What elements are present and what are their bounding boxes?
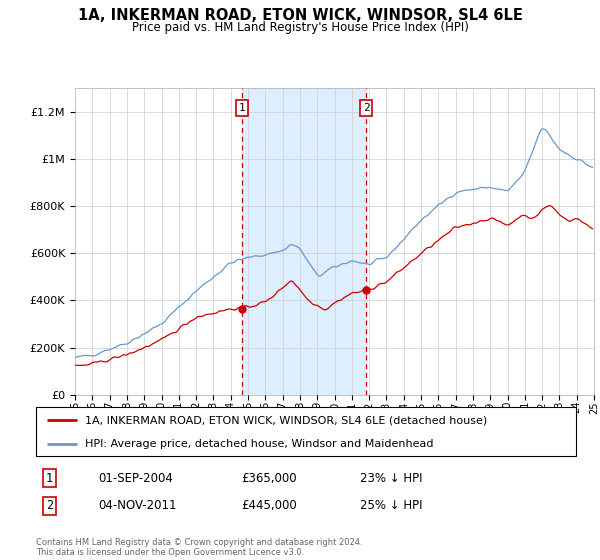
Text: £365,000: £365,000 (241, 472, 297, 485)
Text: 1A, INKERMAN ROAD, ETON WICK, WINDSOR, SL4 6LE: 1A, INKERMAN ROAD, ETON WICK, WINDSOR, S… (77, 8, 523, 24)
Text: 2: 2 (363, 103, 370, 113)
Text: 1: 1 (239, 103, 245, 113)
FancyBboxPatch shape (36, 407, 576, 456)
Text: HPI: Average price, detached house, Windsor and Maidenhead: HPI: Average price, detached house, Wind… (85, 439, 433, 449)
Text: 1: 1 (46, 472, 53, 485)
Text: 1A, INKERMAN ROAD, ETON WICK, WINDSOR, SL4 6LE (detached house): 1A, INKERMAN ROAD, ETON WICK, WINDSOR, S… (85, 416, 487, 426)
Text: Contains HM Land Registry data © Crown copyright and database right 2024.
This d: Contains HM Land Registry data © Crown c… (36, 538, 362, 557)
Text: 25% ↓ HPI: 25% ↓ HPI (360, 500, 422, 512)
Text: Price paid vs. HM Land Registry's House Price Index (HPI): Price paid vs. HM Land Registry's House … (131, 21, 469, 34)
Text: 04-NOV-2011: 04-NOV-2011 (98, 500, 176, 512)
Bar (242, 88, 367, 395)
Text: £445,000: £445,000 (241, 500, 297, 512)
Text: 23% ↓ HPI: 23% ↓ HPI (360, 472, 422, 485)
Text: 01-SEP-2004: 01-SEP-2004 (98, 472, 173, 485)
Text: 2: 2 (46, 500, 53, 512)
